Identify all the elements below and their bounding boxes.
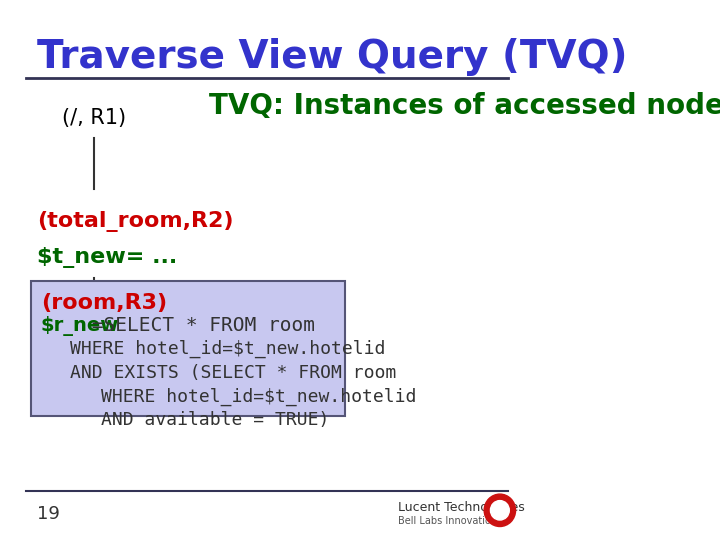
Text: Lucent Technologies: Lucent Technologies: [398, 501, 525, 514]
FancyBboxPatch shape: [32, 281, 346, 416]
Text: =SELECT * FROM room: =SELECT * FROM room: [80, 316, 315, 335]
Text: (room,R3): (room,R3): [41, 293, 167, 313]
Circle shape: [484, 494, 516, 526]
Text: AND available = TRUE): AND available = TRUE): [101, 411, 329, 429]
Text: $r_new: $r_new: [41, 316, 119, 336]
Text: Traverse View Query (TVQ): Traverse View Query (TVQ): [37, 38, 627, 76]
Text: $t_new= ...: $t_new= ...: [37, 247, 177, 268]
Text: WHERE hotel_id=$t_new.hotelid: WHERE hotel_id=$t_new.hotelid: [70, 340, 385, 359]
Text: WHERE hotel_id=$t_new.hotelid: WHERE hotel_id=$t_new.hotelid: [101, 388, 416, 406]
Text: (total_room,R2): (total_room,R2): [37, 211, 233, 232]
Text: TVQ: Instances of accessed nodes: TVQ: Instances of accessed nodes: [210, 92, 720, 120]
Text: 19: 19: [37, 505, 60, 523]
Text: Bell Labs Innovations: Bell Labs Innovations: [398, 516, 502, 526]
Text: AND EXISTS (SELECT * FROM room: AND EXISTS (SELECT * FROM room: [70, 364, 396, 382]
Circle shape: [490, 501, 509, 520]
Text: (/, R1): (/, R1): [62, 108, 126, 128]
